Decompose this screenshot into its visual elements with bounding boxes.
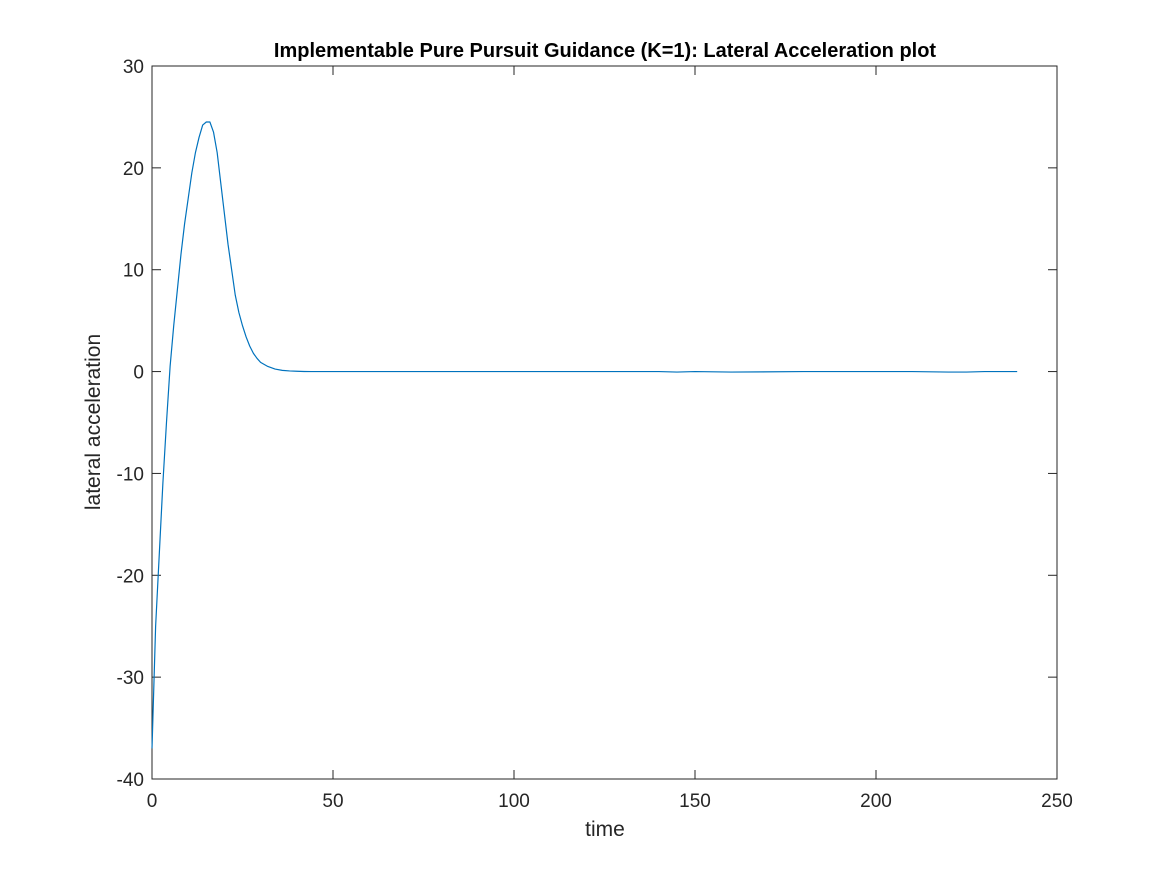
x-axis-label: time <box>585 818 625 841</box>
y-axis-ticks: -40 -30 -20 -10 0 10 20 30 <box>117 57 1057 791</box>
axes-box <box>151 65 1058 780</box>
series-line <box>151 121 1018 749</box>
plot-area: -40 -30 -20 -10 0 10 20 30 0 50 100 150 200 250 <box>117 57 1073 812</box>
x-tick-label: 250 <box>1041 791 1073 812</box>
chart-title: Implementable Pure Pursuit Guidance (K=1… <box>274 40 937 62</box>
x-tick-label: 100 <box>498 791 530 812</box>
y-tick-label: -10 <box>117 464 144 485</box>
y-tick-label: -40 <box>117 770 144 791</box>
y-tick-label: -20 <box>117 566 144 587</box>
series-layer <box>151 121 1018 749</box>
y-tick-label: 20 <box>123 159 144 180</box>
x-axis-ticks: 0 50 100 150 200 250 <box>147 66 1073 812</box>
y-axis-label: lateral acceleration <box>82 334 105 510</box>
x-tick-label: 200 <box>860 791 892 812</box>
x-tick-label: 0 <box>147 791 158 812</box>
x-tick-label: 50 <box>322 791 343 812</box>
y-tick-label: 10 <box>123 261 144 282</box>
y-tick-label: 0 <box>133 363 144 384</box>
y-tick-label: 30 <box>123 57 144 78</box>
x-tick-label: 150 <box>679 791 711 812</box>
y-tick-label: -30 <box>117 668 144 689</box>
